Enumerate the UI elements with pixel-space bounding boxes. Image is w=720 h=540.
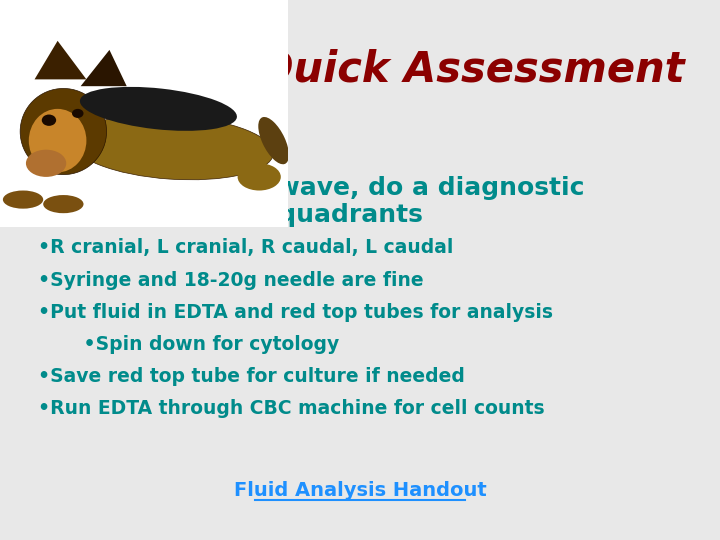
Text: abdominal tap – 4 quadrants: abdominal tap – 4 quadrants — [18, 203, 423, 227]
Polygon shape — [35, 41, 86, 79]
Ellipse shape — [3, 191, 43, 208]
Text: •Spin down for cytology: •Spin down for cytology — [38, 334, 339, 354]
Text: •Run EDTA through CBC machine for cell counts: •Run EDTA through CBC machine for cell c… — [38, 399, 544, 417]
Text: If abdominal fluid wave, do a diagnostic: If abdominal fluid wave, do a diagnostic — [18, 176, 585, 200]
Text: Fluid Analysis Handout: Fluid Analysis Handout — [233, 481, 487, 500]
Ellipse shape — [20, 89, 107, 174]
Ellipse shape — [238, 163, 281, 191]
Ellipse shape — [43, 195, 84, 213]
Text: Quick Assessment: Quick Assessment — [258, 49, 685, 91]
Ellipse shape — [72, 115, 274, 180]
Polygon shape — [81, 50, 127, 86]
Ellipse shape — [29, 109, 86, 172]
Text: •Save red top tube for culture if needed: •Save red top tube for culture if needed — [38, 367, 465, 386]
Circle shape — [72, 109, 84, 118]
Ellipse shape — [258, 117, 289, 164]
Text: •Syringe and 18-20g needle are fine: •Syringe and 18-20g needle are fine — [38, 271, 423, 289]
Ellipse shape — [80, 87, 237, 131]
Ellipse shape — [26, 150, 66, 177]
Text: •Put fluid in EDTA and red top tubes for analysis: •Put fluid in EDTA and red top tubes for… — [38, 302, 553, 321]
Circle shape — [42, 114, 56, 126]
Text: •R cranial, L cranial, R caudal, L caudal: •R cranial, L cranial, R caudal, L cauda… — [38, 239, 454, 258]
